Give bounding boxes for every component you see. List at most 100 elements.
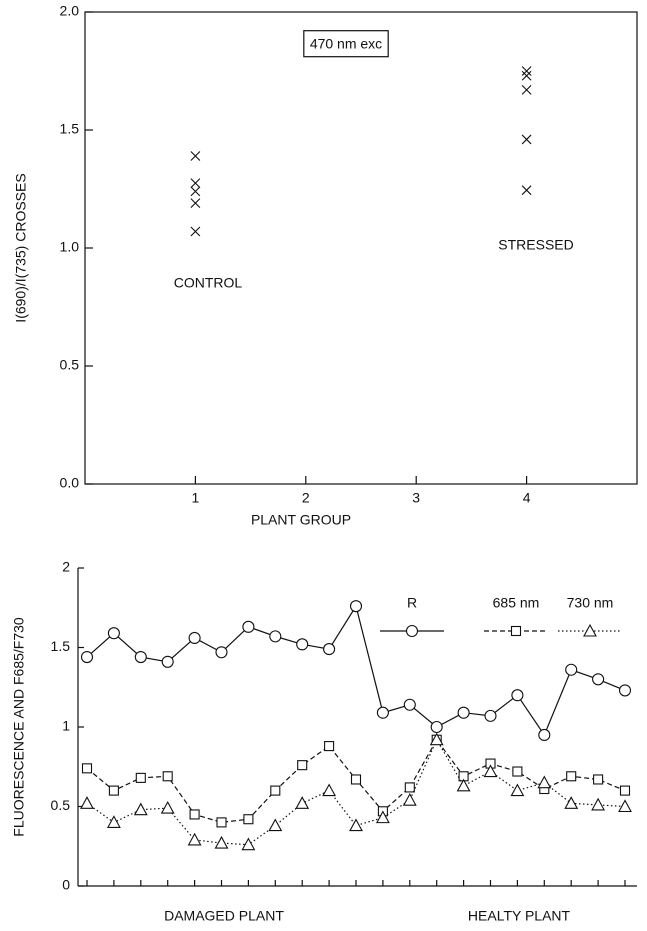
x-tick-label: 2 (302, 490, 310, 506)
y-tick-label: 0 (62, 877, 70, 893)
legend-marker (405, 624, 419, 638)
point (133, 802, 148, 816)
point (592, 673, 605, 686)
point (160, 800, 175, 814)
point (456, 778, 471, 792)
point (190, 226, 201, 237)
annotation: CONTROL (174, 275, 243, 291)
point (512, 766, 523, 777)
point (376, 706, 389, 719)
point (190, 178, 201, 188)
legend-label: R (407, 595, 417, 611)
y-tick-label: 2.0 (60, 3, 80, 19)
point (521, 134, 532, 145)
point (323, 643, 336, 656)
point (521, 70, 532, 81)
point (521, 66, 532, 76)
point (295, 796, 310, 809)
point (324, 741, 335, 752)
point (593, 774, 604, 785)
point (297, 760, 308, 771)
point (403, 698, 416, 711)
point (80, 796, 94, 809)
point (242, 620, 255, 633)
y-tick-label: 1.0 (60, 239, 80, 255)
annotation: STRESSED (498, 237, 573, 253)
point (521, 84, 532, 95)
point (484, 709, 497, 722)
y-tick-label: 0.5 (51, 797, 71, 813)
point (108, 785, 119, 796)
point (188, 631, 201, 645)
legend-marker (510, 625, 522, 637)
point (521, 185, 532, 196)
point (402, 792, 417, 806)
point (215, 646, 228, 659)
x-tick-label: 1 (192, 490, 200, 506)
y-tick-label: 2 (62, 559, 70, 575)
x-axis-label: PLANT GROUP (251, 512, 351, 528)
point (268, 818, 283, 832)
point (618, 799, 632, 813)
point (619, 785, 631, 796)
point (565, 663, 578, 676)
point (241, 837, 256, 851)
point (81, 763, 93, 774)
point (483, 764, 498, 778)
point (190, 198, 201, 209)
point (349, 600, 363, 613)
y-tick-label: 0.5 (60, 357, 80, 373)
point (269, 630, 282, 643)
point (537, 775, 552, 789)
legend-marker (583, 623, 597, 637)
y-tick-label: 1.5 (51, 638, 71, 654)
point (591, 797, 606, 811)
annotation-box (303, 30, 389, 58)
point (296, 638, 309, 651)
y-tick-label: 0.0 (60, 475, 80, 491)
point (189, 809, 200, 820)
y-tick-label: 1.5 (60, 121, 80, 137)
point (190, 151, 201, 161)
point (135, 772, 146, 783)
point (106, 815, 121, 828)
point (270, 785, 281, 796)
point (187, 832, 202, 846)
x-tick-label: 3 (412, 490, 420, 506)
point (322, 783, 337, 797)
point (243, 814, 254, 825)
point (161, 655, 174, 668)
point (457, 706, 470, 719)
point (190, 186, 201, 197)
point (430, 720, 443, 734)
legend-label: 730 nm (567, 595, 614, 611)
annotation: 470 nm exc (310, 36, 382, 52)
point (618, 684, 632, 697)
group-label: DAMAGED PLANT (164, 908, 284, 924)
point (214, 835, 229, 849)
point (134, 650, 147, 664)
point (429, 732, 444, 746)
point (162, 771, 173, 782)
point (566, 771, 577, 782)
point (216, 817, 227, 828)
point (564, 796, 579, 809)
point (404, 782, 415, 793)
legend-label: 685 nm (493, 595, 540, 611)
y-tick-label: 1 (62, 718, 70, 734)
point (375, 810, 390, 824)
point (538, 728, 551, 742)
series-line (86, 738, 626, 846)
point (510, 783, 525, 797)
y-axis-label: FLUORESCENCE AND F685/F730 (11, 617, 27, 837)
point (350, 774, 362, 785)
point (107, 627, 120, 640)
series-line (86, 604, 626, 737)
point (80, 650, 94, 664)
point (349, 818, 363, 832)
y-axis-label: I(690)/I(735) CROSSES (13, 173, 29, 322)
x-tick-label: 4 (523, 490, 531, 506)
group-label: HEALTY PLANT (468, 908, 571, 924)
point (511, 689, 524, 702)
